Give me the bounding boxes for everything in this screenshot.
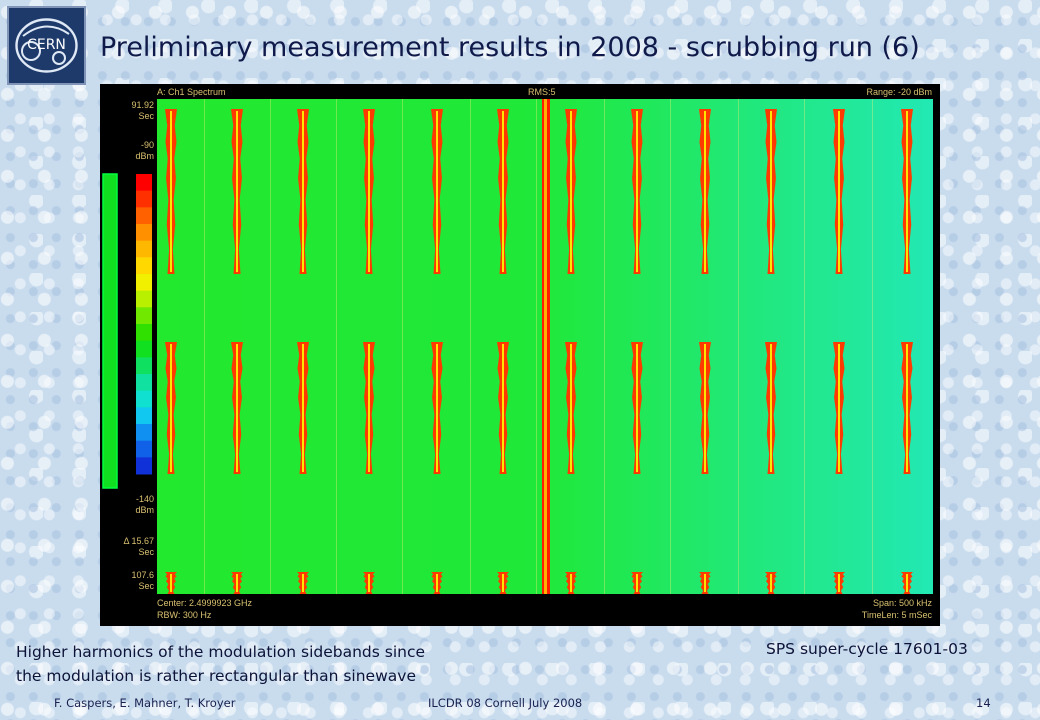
sideband-spike-core <box>704 574 706 592</box>
cern-logo-icon: CERN <box>15 18 78 73</box>
sideband-spike-core <box>170 111 172 272</box>
sideband-spike-core <box>906 344 908 472</box>
sideband-spike-core <box>770 111 772 272</box>
sideband-spike-core <box>570 574 572 592</box>
sideband-spike-core <box>838 111 840 272</box>
sideband-spike-core <box>502 344 504 472</box>
rbw-label: RBW: 300 Hz <box>157 610 212 620</box>
sideband-spike-core <box>906 574 908 592</box>
color-scale-step <box>136 390 152 408</box>
color-scale-step <box>136 374 152 392</box>
sideband-spike-core <box>368 111 370 272</box>
sideband-spike-core <box>704 344 706 472</box>
time-top-label: 91.92 Sec <box>131 100 154 121</box>
color-scale-step <box>136 257 152 275</box>
color-scale-step <box>136 307 152 325</box>
span-label: Span: 500 kHz <box>872 598 932 608</box>
page-number: 14 <box>976 696 991 710</box>
timelen-label: TimeLen: 5 mSec <box>861 610 932 620</box>
color-scale-step <box>136 457 152 475</box>
sideband-spike-core <box>236 344 238 472</box>
range-label: Range: -20 dBm <box>866 87 932 97</box>
sideband-spike-core <box>302 111 304 272</box>
caption-line-1: Higher harmonics of the modulation sideb… <box>16 643 426 661</box>
sideband-spike-core <box>368 574 370 592</box>
faint-harmonic-line <box>872 99 873 594</box>
color-scale-step <box>136 424 152 442</box>
faint-harmonic-line <box>204 99 205 594</box>
delta-time-label: Δ 15.67 Sec <box>123 536 154 557</box>
faint-harmonic-line <box>670 99 671 594</box>
sps-cycle-label: SPS super-cycle 17601-03 <box>766 640 968 658</box>
faint-harmonic-line <box>536 99 537 594</box>
color-scale-step <box>136 274 152 292</box>
faint-harmonic-line <box>270 99 271 594</box>
color-scale-step <box>136 240 152 258</box>
sideband-spike-core <box>838 344 840 472</box>
sideband-spike-core <box>636 344 638 472</box>
color-scale-step <box>136 357 152 375</box>
sideband-spike-core <box>704 111 706 272</box>
sideband-spike-core <box>236 574 238 592</box>
color-scale <box>102 173 152 489</box>
spectrogram-image <box>157 99 933 594</box>
slide-title: Preliminary measurement results in 2008 … <box>100 32 920 63</box>
sideband-spike-core <box>570 344 572 472</box>
sideband-spike-core <box>570 111 572 272</box>
sideband-spike-core <box>368 344 370 472</box>
color-scale-step <box>136 340 152 358</box>
sideband-spike-core <box>770 344 772 472</box>
sideband-spike-core <box>236 111 238 272</box>
faint-harmonic-line <box>738 99 739 594</box>
sideband-spike-core <box>302 344 304 472</box>
sideband-spike-core <box>502 574 504 592</box>
sideband-spike-core <box>770 574 772 592</box>
rms-label: RMS:5 <box>528 87 556 97</box>
sideband-spike-core <box>436 574 438 592</box>
color-scale-step <box>136 290 152 308</box>
color-scale-step <box>136 407 152 425</box>
sideband-spike-core <box>436 344 438 472</box>
sideband-spike-core <box>636 111 638 272</box>
sideband-spike-core <box>502 111 504 272</box>
footer-authors: F. Caspers, E. Mahner, T. Kroyer <box>54 696 236 710</box>
caption: Higher harmonics of the modulation sideb… <box>16 640 425 688</box>
sideband-spike-core <box>302 574 304 592</box>
color-scale-step <box>136 324 152 342</box>
center-frequency-label: Center: 2.4999923 GHz <box>157 598 253 608</box>
scale-bottom-label: -140 dBm <box>135 494 154 515</box>
sideband-spike-core <box>906 111 908 272</box>
level-bar <box>102 173 118 489</box>
color-scale-step <box>136 190 152 208</box>
carrier-line-core <box>544 99 547 594</box>
sideband-spike-core <box>170 344 172 472</box>
spectrogram-panel: A: Ch1 Spectrum RMS:5 Range: -20 dBm 91.… <box>100 84 940 626</box>
scale-top-label: -90 dBm <box>135 140 154 161</box>
faint-harmonic-line <box>604 99 605 594</box>
faint-harmonic-line <box>336 99 337 594</box>
faint-harmonic-line <box>402 99 403 594</box>
sideband-spike-core <box>636 574 638 592</box>
sideband-spike-core <box>838 574 840 592</box>
color-scale-step <box>136 224 152 242</box>
cern-logo-text: CERN <box>27 37 66 53</box>
channel-label: A: Ch1 Spectrum <box>157 87 226 97</box>
color-scale-step <box>136 440 152 458</box>
faint-harmonic-line <box>804 99 805 594</box>
time-bottom-label: 107.6 Sec <box>131 570 154 591</box>
caption-line-2: the modulation is rather rectangular tha… <box>16 667 416 685</box>
sideband-spike-core <box>170 574 172 592</box>
color-scale-step <box>136 174 152 192</box>
cern-logo: CERN <box>7 6 86 85</box>
sideband-spike-core <box>436 111 438 272</box>
color-scale-step <box>136 207 152 225</box>
faint-harmonic-line <box>470 99 471 594</box>
footer-event: ILCDR 08 Cornell July 2008 <box>428 696 583 710</box>
